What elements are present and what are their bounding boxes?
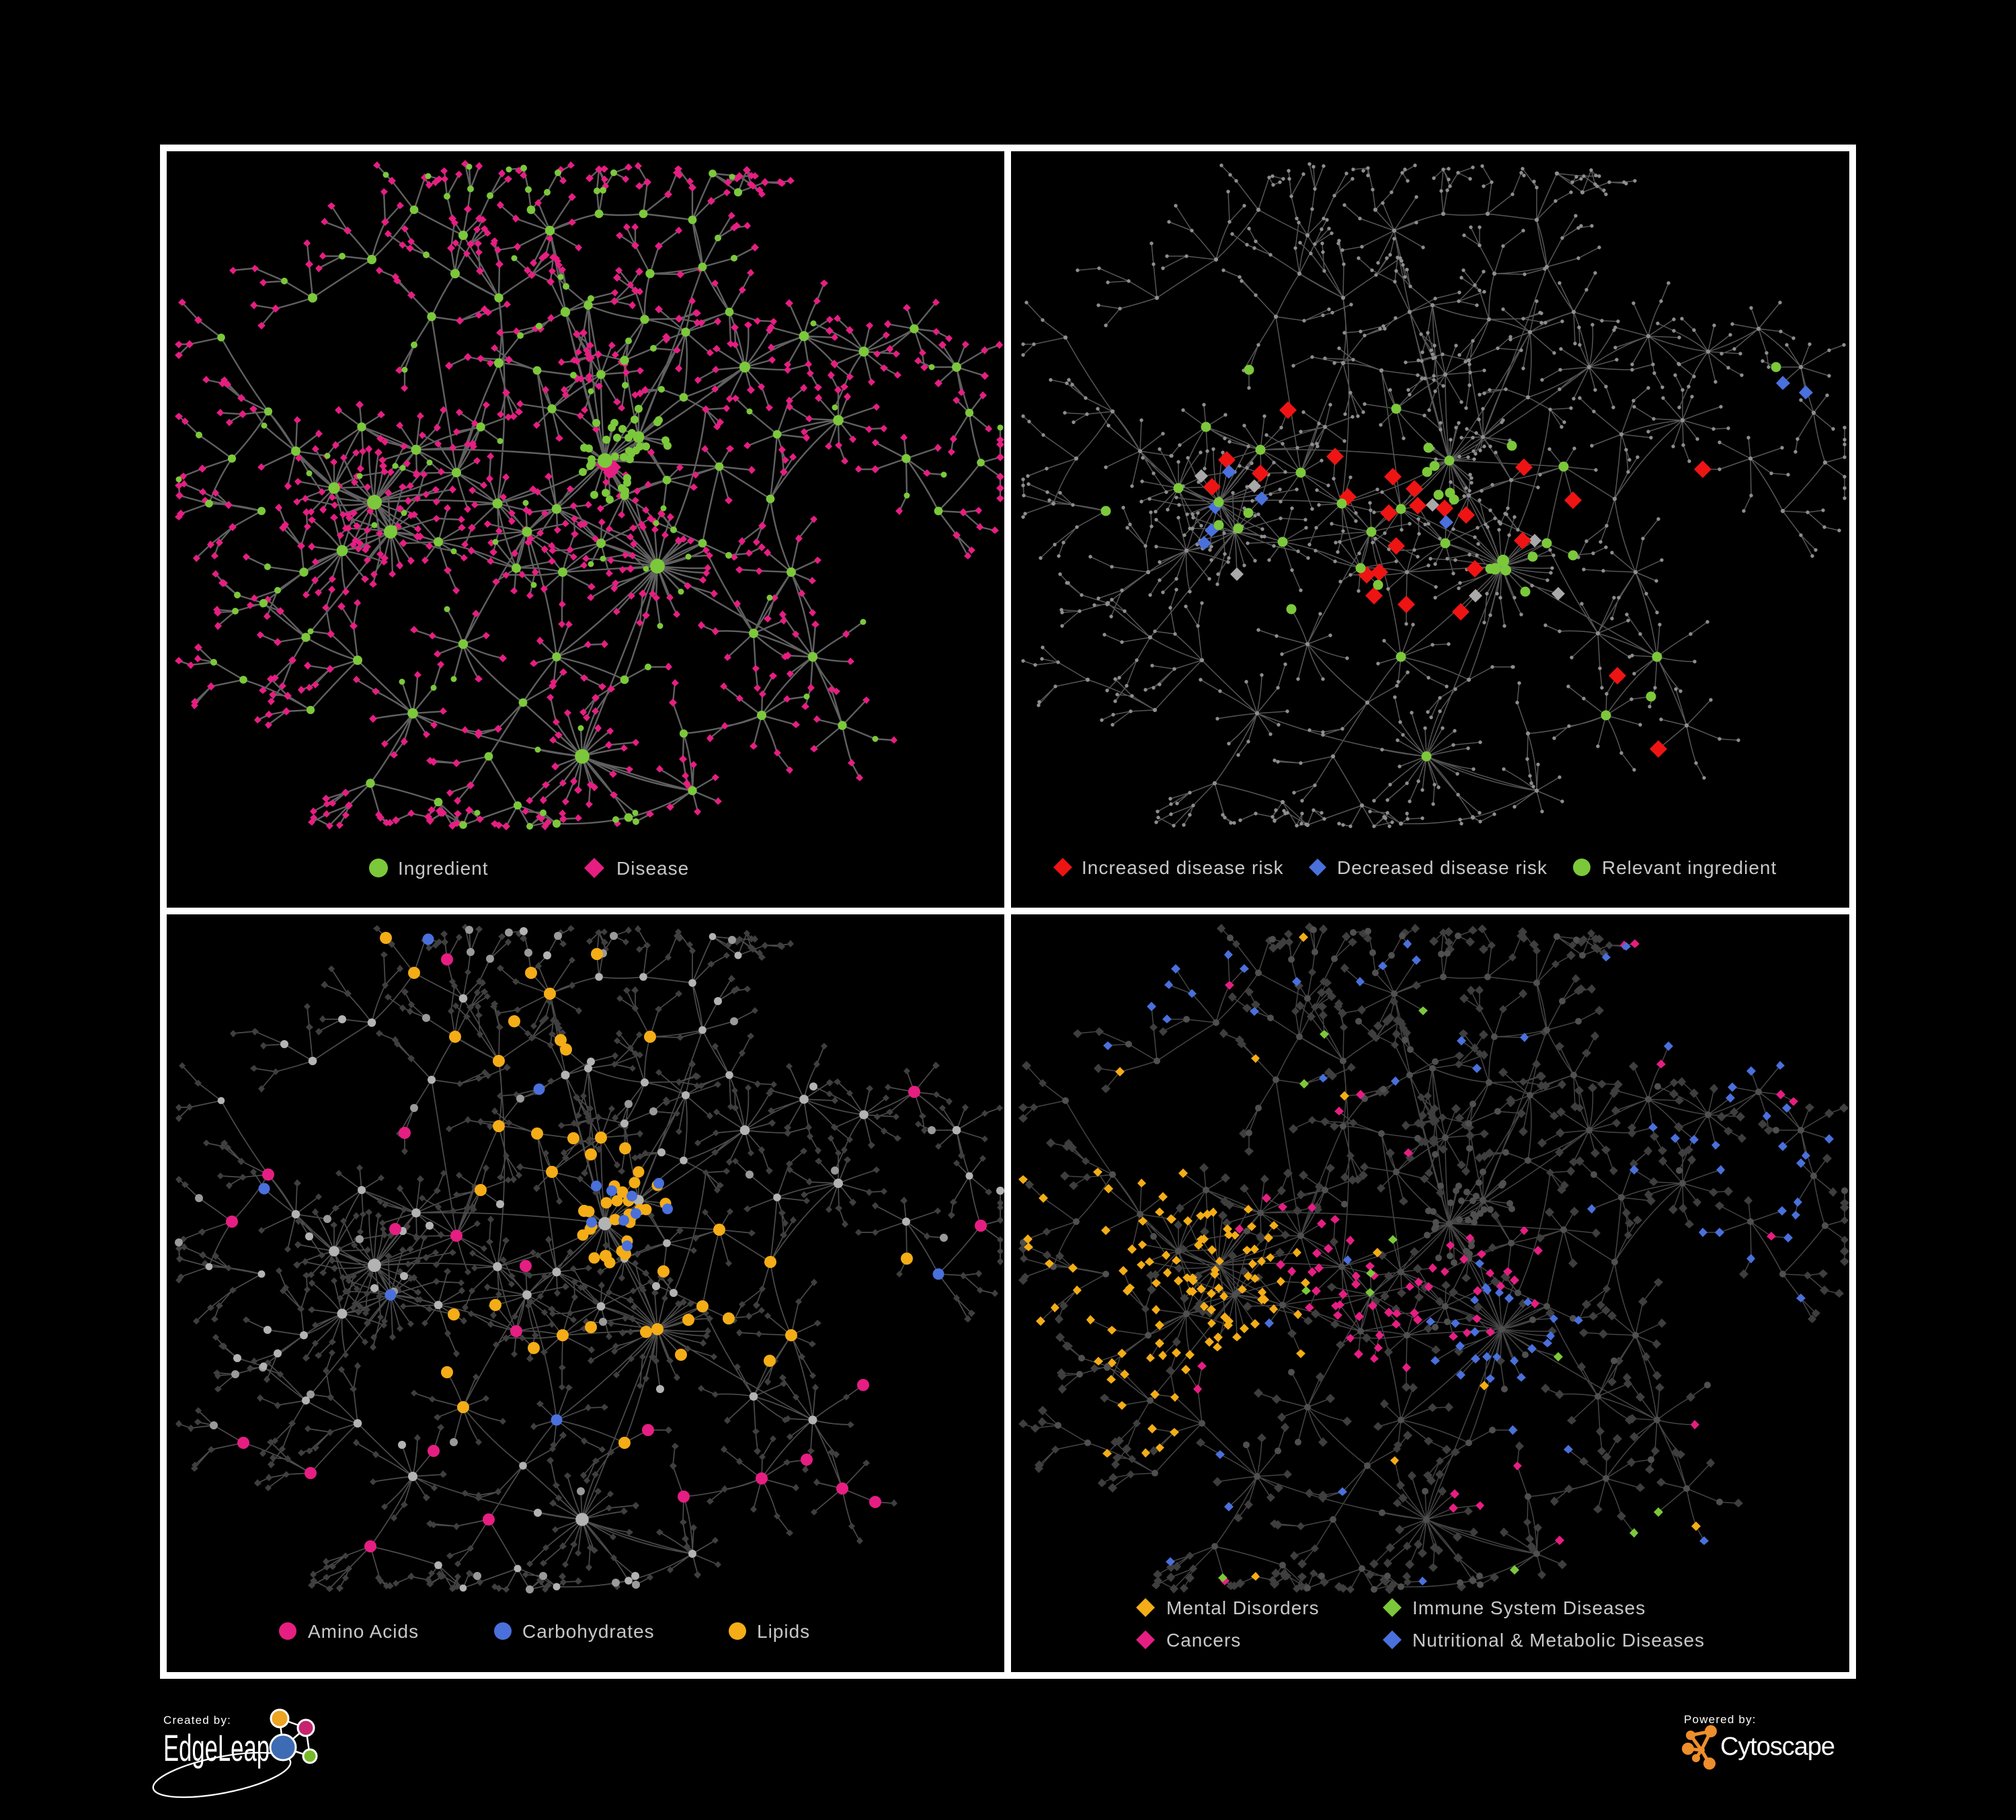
- svg-text:Nutritional & Metabolic Diseas: Nutritional & Metabolic Diseases: [1412, 1630, 1705, 1651]
- svg-text:Created by:: Created by:: [163, 1714, 231, 1727]
- svg-text:EdgeLeap: EdgeLeap: [163, 1727, 270, 1769]
- svg-text:Mental Disorders: Mental Disorders: [1166, 1597, 1320, 1618]
- svg-text:Cytoscape: Cytoscape: [1720, 1733, 1835, 1761]
- svg-text:Amino Acids: Amino Acids: [308, 1621, 419, 1642]
- svg-text:Increased disease risk: Increased disease risk: [1082, 857, 1284, 878]
- svg-text:Cancers: Cancers: [1166, 1630, 1241, 1651]
- svg-text:Relevant ingredient: Relevant ingredient: [1602, 857, 1777, 878]
- svg-text:Decreased disease risk: Decreased disease risk: [1337, 857, 1547, 878]
- svg-text:Disease: Disease: [616, 858, 689, 879]
- svg-text:Immune System Diseases: Immune System Diseases: [1412, 1597, 1646, 1618]
- svg-text:Powered by:: Powered by:: [1684, 1713, 1757, 1726]
- svg-text:Carbohydrates: Carbohydrates: [522, 1621, 655, 1642]
- svg-text:Ingredient: Ingredient: [398, 858, 489, 879]
- svg-text:Lipids: Lipids: [757, 1621, 810, 1642]
